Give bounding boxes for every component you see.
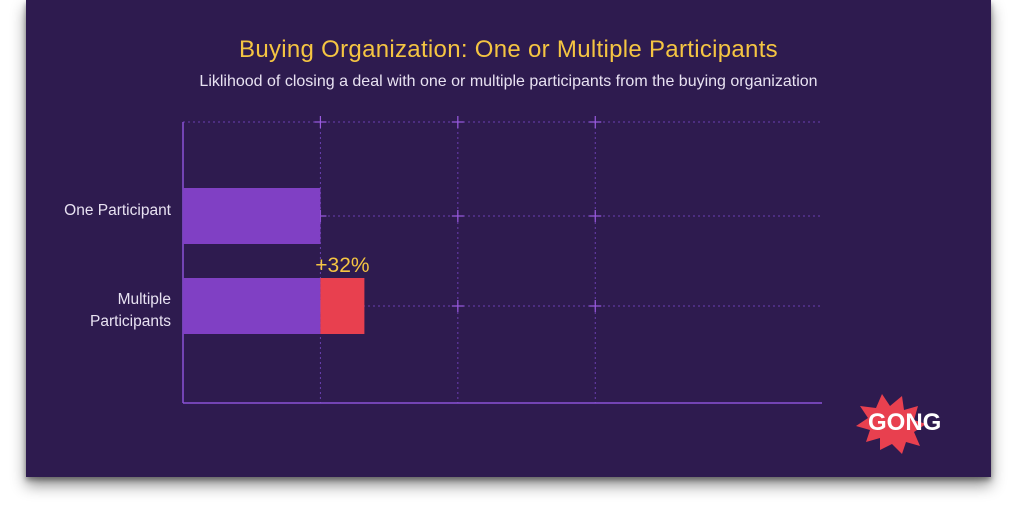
chart-subtitle: Liklihood of closing a deal with one or … [199,73,818,90]
category-label-line: One Participant [64,202,171,219]
category-label-line: Multiple [117,291,171,308]
category-label-line: Participants [90,313,171,330]
gong-logo-burst [856,394,926,454]
bar-1-series-0 [183,278,321,334]
annotation-label-0: +32% [315,254,369,277]
chart-title: Buying Organization: One or Multiple Par… [239,36,778,63]
bar-1-series-1 [320,278,365,334]
gong-logo-text: GONG [868,409,941,436]
chart-card: Buying Organization: One or Multiple Par… [26,0,991,477]
bar-0-series-0 [183,188,321,244]
category-label-multiple-participants: Multiple Participants [26,289,171,333]
gong-logo: GONG [856,394,941,454]
bar-chart: +32% [182,116,822,404]
category-label-one-participant: One Participant [26,200,171,222]
